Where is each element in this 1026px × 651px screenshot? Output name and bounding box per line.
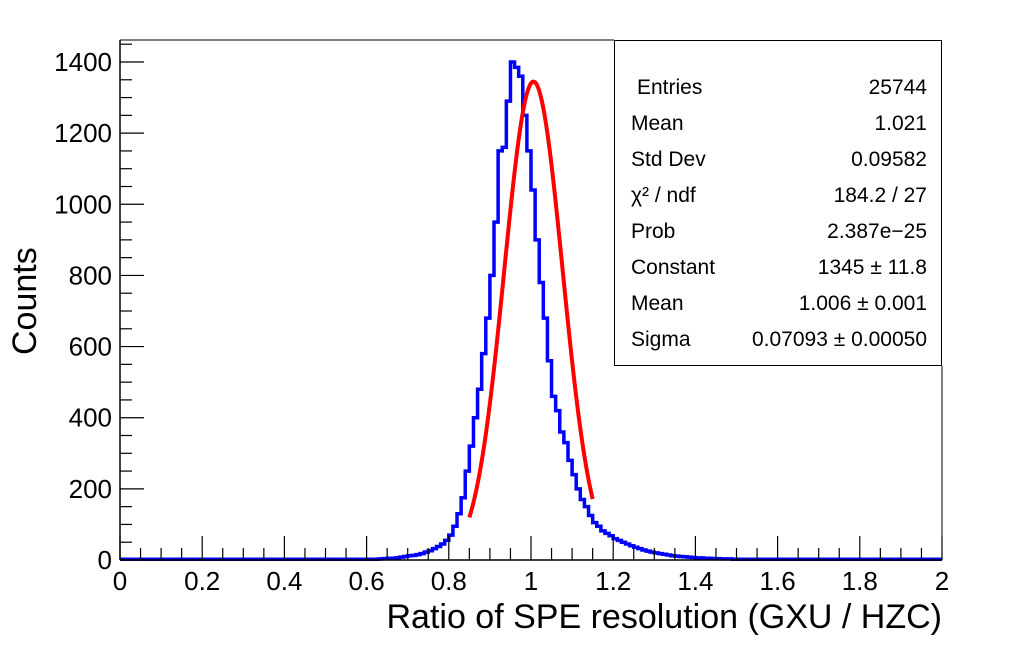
stats-box: Entries 25744 Mean 1.021 Std Dev 0.09582… bbox=[614, 40, 942, 366]
x-tick-label: 1 bbox=[524, 566, 538, 596]
y-tick-label: 0 bbox=[98, 545, 112, 575]
stats-key: Mean bbox=[631, 292, 684, 315]
tick-marks bbox=[119, 43, 943, 561]
y-tick-label: 800 bbox=[69, 260, 112, 290]
stats-value: 1345 ± 11.8 bbox=[817, 256, 927, 279]
x-tick-label: 0.2 bbox=[184, 566, 220, 596]
x-tick-label: 1.2 bbox=[595, 566, 631, 596]
stats-key: Entries bbox=[637, 76, 703, 99]
stats-value: 0.07093 ± 0.00050 bbox=[751, 328, 927, 351]
stats-key: Sigma bbox=[631, 328, 691, 351]
stats-key: Std Dev bbox=[631, 148, 706, 171]
y-tick-label: 400 bbox=[69, 403, 112, 433]
x-tick-label: 1.4 bbox=[677, 566, 713, 596]
stats-row-std-dev: Std Dev 0.09582 bbox=[631, 145, 927, 175]
y-tick-label: 1000 bbox=[54, 189, 112, 219]
stats-value: 0.09582 bbox=[851, 148, 927, 171]
x-tick-label: 0 bbox=[113, 566, 127, 596]
stats-row-chi2: χ² / ndf 184.2 / 27 bbox=[631, 181, 927, 211]
y-tick-label: 600 bbox=[69, 332, 112, 362]
histogram-outline bbox=[120, 60, 942, 562]
fit-series bbox=[467, 79, 595, 518]
x-tick-label: 0.4 bbox=[266, 566, 302, 596]
y-tick-label: 1400 bbox=[54, 47, 112, 77]
x-tick-label: 2 bbox=[935, 566, 949, 596]
fit-curve bbox=[467, 79, 595, 518]
histogram-series bbox=[120, 60, 942, 562]
stats-value: 184.2 / 27 bbox=[833, 184, 927, 207]
stats-value: 2.387e−25 bbox=[827, 220, 927, 243]
stats-key: χ² / ndf bbox=[631, 184, 696, 207]
y-tick-label: 200 bbox=[69, 474, 112, 504]
stats-row-constant: Constant 1345 ± 11.8 bbox=[631, 253, 927, 283]
stats-row-prob: Prob 2.387e−25 bbox=[631, 217, 927, 247]
stats-value: 1.006 ± 0.001 bbox=[798, 292, 927, 315]
x-axis-title: Ratio of SPE resolution (GXU / HZC) bbox=[386, 598, 942, 636]
x-tick-label: 0.6 bbox=[349, 566, 385, 596]
stats-row-fit-mean: Mean 1.006 ± 0.001 bbox=[631, 289, 927, 319]
y-axis-title: Counts bbox=[6, 247, 44, 355]
tick-labels: 0 0.2 0.4 0.6 0.8 1 1.2 1.4 1.6 1.8 2 0 200 400 600 800… bbox=[54, 47, 949, 596]
stats-row-entries: Entries 25744 bbox=[637, 73, 927, 103]
stats-key: Prob bbox=[631, 220, 676, 243]
y-tick-label: 1200 bbox=[54, 118, 112, 148]
stats-key: Mean bbox=[631, 112, 684, 135]
stats-row-sigma: Sigma 0.07093 ± 0.00050 bbox=[631, 325, 927, 355]
stats-value: 1.021 bbox=[874, 112, 927, 135]
stats-value: 25744 bbox=[868, 76, 927, 99]
stats-key: Constant bbox=[631, 256, 716, 279]
stats-row-mean: Mean 1.021 bbox=[631, 109, 927, 139]
x-tick-label: 1.6 bbox=[760, 566, 796, 596]
x-tick-label: 1.8 bbox=[842, 566, 878, 596]
x-tick-label: 0.8 bbox=[431, 566, 467, 596]
